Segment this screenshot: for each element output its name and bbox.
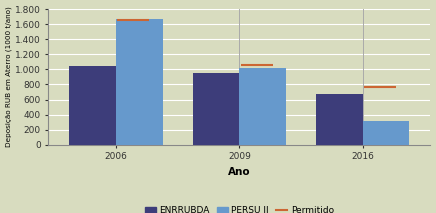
Bar xyxy=(363,121,409,145)
Bar xyxy=(193,73,239,145)
Bar xyxy=(116,19,163,145)
Y-axis label: Deposição RUB em Aterro (1000 t/ano): Deposição RUB em Aterro (1000 t/ano) xyxy=(6,7,12,147)
Legend: ENRRUBDA, PERSU II, Permitido: ENRRUBDA, PERSU II, Permitido xyxy=(141,203,337,213)
X-axis label: Ano: Ano xyxy=(228,167,251,177)
Bar xyxy=(69,66,116,145)
Bar xyxy=(316,94,363,145)
Bar xyxy=(239,68,286,145)
